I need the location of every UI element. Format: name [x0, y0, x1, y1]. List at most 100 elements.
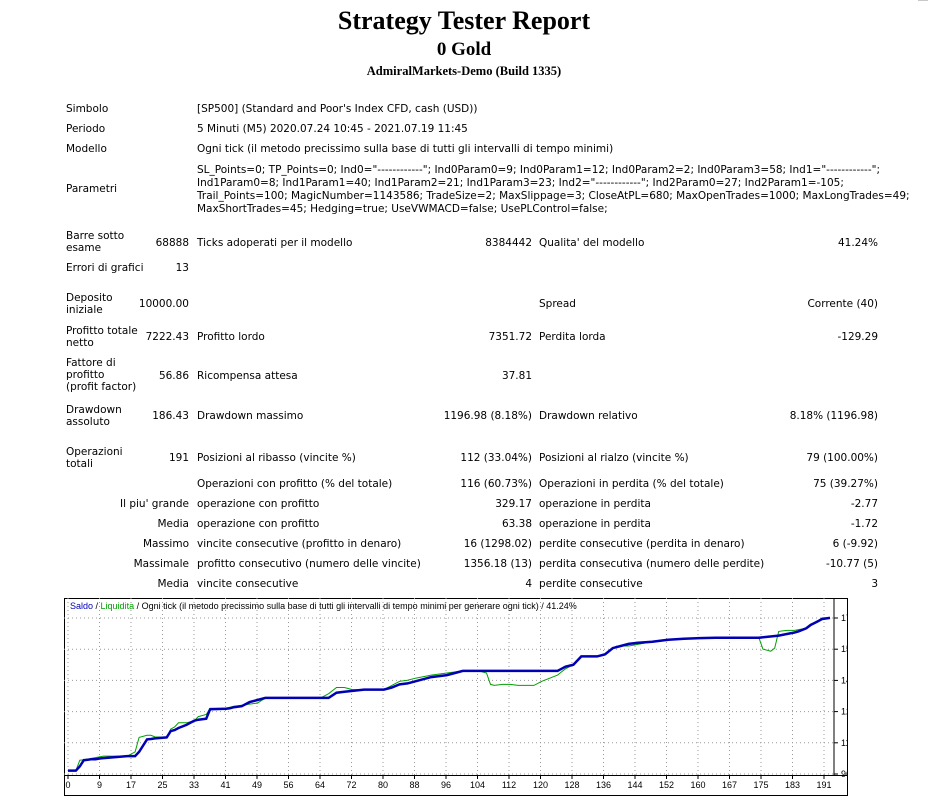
avg-losses-value: 3: [871, 578, 878, 590]
legend-equity: Liquidita: [101, 601, 135, 611]
deposit-value: 10000.00: [138, 298, 189, 310]
gross-profit-value: 7351.72: [488, 331, 532, 343]
x-tick-label: 167: [722, 780, 737, 790]
y-tick-label: 15645: [841, 644, 848, 654]
net-profit-label: Profitto totale netto: [66, 325, 138, 349]
params-line-4: MaxShortTrades=45; Hedging=true; UseVWMA…: [197, 203, 608, 215]
largest-loss-label: operazione in perdita: [539, 498, 651, 510]
rel-drawdown-value: 8.18% (1196.98): [789, 410, 878, 422]
x-tick-label: 41: [220, 780, 230, 790]
avg-losses-label: perdite consecutive: [539, 578, 643, 590]
legend-balance: Saldo: [70, 601, 93, 611]
largest-loss-value: -2.77: [850, 498, 878, 510]
avg-profit-value: 63.38: [501, 518, 532, 530]
deposit-label: Deposito iniziale: [66, 292, 113, 316]
profit-trades-value: 116 (60.73%): [460, 478, 532, 490]
avg-wins-value: 4: [525, 578, 532, 590]
x-tick-label: 144: [627, 780, 642, 790]
y-tick-label: 17147: [841, 613, 848, 623]
symbol-label: Simbolo: [66, 103, 109, 115]
params-line-1: SL_Points=0; TP_Points=0; Ind0="--------…: [197, 164, 880, 176]
largest-profit-value: 329.17: [495, 498, 532, 510]
net-profit-value: 7222.43: [145, 331, 189, 343]
largest-profit-label: operazione con profitto: [197, 498, 320, 510]
short-positions-label: Posizioni al ribasso (vincite %): [197, 452, 356, 464]
model-label: Modello: [66, 143, 107, 155]
x-tick-label: 80: [378, 780, 388, 790]
y-tick-label: 9636: [841, 769, 848, 779]
params-line-2: Ind1Param0=8; Ind1Param1=40; Ind1Param2=…: [197, 177, 844, 189]
gross-loss-value: -129.29: [837, 331, 878, 343]
report-title: Strategy Tester Report: [337, 6, 591, 35]
bars-label: Barre sotto esame: [66, 230, 125, 254]
abs-drawdown-label: Drawdown assoluto: [66, 404, 122, 428]
params-label: Parametri: [66, 183, 118, 195]
total-trades-value: 191: [168, 452, 189, 464]
x-tick-label: 56: [283, 780, 293, 790]
maximal-loss-label: perdita consecutiva (numero delle perdit…: [539, 558, 765, 570]
maximal-profit-label: profitto consecutivo (numero delle vinci…: [197, 558, 421, 570]
x-tick-label: 104: [470, 780, 485, 790]
top-border-line: [918, 0, 928, 1]
x-tick-label: 49: [252, 780, 262, 790]
svg-text:Saldo / Liquidita / Ogni tick: Saldo / Liquidita / Ogni tick (il metodo…: [70, 601, 577, 611]
chart-border: [64, 598, 848, 796]
long-positions-value: 79 (100.00%): [806, 452, 878, 464]
x-tick-label: 128: [564, 780, 579, 790]
errors-value: 13: [175, 262, 189, 274]
x-tick-label: 175: [753, 780, 768, 790]
x-tick-label: 72: [346, 780, 356, 790]
legend-description: / Ogni tick (il metodo precissimo sulla …: [134, 601, 577, 611]
max-drawdown-label: Drawdown massimo: [197, 410, 304, 422]
x-tick-label: 112: [502, 780, 516, 790]
maximal-label: Massimale: [133, 558, 189, 570]
y-tick-label: 12640: [841, 707, 848, 717]
max-losses-label: perdite consecutive (perdita in denaro): [539, 538, 745, 550]
loss-trades-value: 75 (39.27%): [813, 478, 878, 490]
profit-trades-label: Operazioni con profitto (% del totale): [197, 478, 393, 490]
expected-payoff-label: Ricompensa attesa: [197, 370, 298, 382]
x-tick-label: 152: [659, 780, 674, 790]
x-tick-label: 136: [596, 780, 611, 790]
y-tick-label: 11138: [841, 738, 848, 748]
x-tick-label: 17: [126, 780, 136, 790]
abs-drawdown-value: 186.43: [152, 410, 189, 422]
x-tick-label: 9: [97, 780, 102, 790]
x-tick-label: 183: [785, 780, 800, 790]
avg-profit-label: operazione con profitto: [197, 518, 320, 530]
avg-loss-value: -1.72: [850, 518, 878, 530]
ticks-label: Ticks adoperati per il modello: [197, 237, 353, 249]
maximal-profit-value: 1356.18 (13): [463, 558, 532, 570]
max-wins-label: vincite consecutive (profitto in denaro): [197, 538, 402, 550]
balance-equity-chart: Saldo / Liquidita / Ogni tick (il metodo…: [64, 598, 848, 796]
ticks-value: 8384442: [485, 237, 532, 249]
period-value: 5 Minuti (M5) 2020.07.24 10:45 - 2021.07…: [197, 123, 468, 135]
rel-drawdown-label: Drawdown relativo: [539, 410, 638, 422]
errors-label: Errori di grafici: [66, 262, 144, 274]
balance-series-line: [68, 616, 831, 772]
max-wins-value: 16 (1298.02): [463, 538, 532, 550]
x-tick-label: 64: [315, 780, 325, 790]
avg-loss-label: operazione in perdita: [539, 518, 651, 530]
maximum-label: Massimo: [142, 538, 189, 550]
long-positions-label: Posizioni al rialzo (vincite %): [539, 452, 689, 464]
legend-separator: /: [93, 601, 101, 611]
quality-label: Qualita' del modello: [539, 237, 645, 249]
report-subtitle: 0 Gold: [436, 39, 492, 60]
x-tick-label: 191: [816, 780, 831, 790]
gross-loss-label: Perdita lorda: [539, 331, 606, 343]
largest-label: Il piu' grande: [119, 498, 189, 510]
x-tick-label: 160: [690, 780, 705, 790]
spread-label: Spread: [539, 298, 576, 310]
spread-value: Corrente (40): [807, 298, 878, 310]
expected-payoff-value: 37.81: [501, 370, 532, 382]
total-trades-label: Operazioni totali: [66, 446, 123, 470]
server-info: AdmiralMarkets-Demo (Build 1335): [366, 64, 562, 78]
maximal-loss-value: -10.77 (5): [825, 558, 878, 570]
model-value: Ogni tick (il metodo precissimo sulla ba…: [197, 143, 614, 155]
symbol-value: [SP500] (Standard and Poor's Index CFD, …: [197, 103, 478, 115]
params-line-3: Trail_Points=100; MagicNumber=1143586; T…: [197, 190, 910, 202]
y-tick-label: 14142: [841, 675, 848, 685]
x-tick-label: 0: [65, 780, 70, 790]
x-tick-label: 88: [409, 780, 419, 790]
